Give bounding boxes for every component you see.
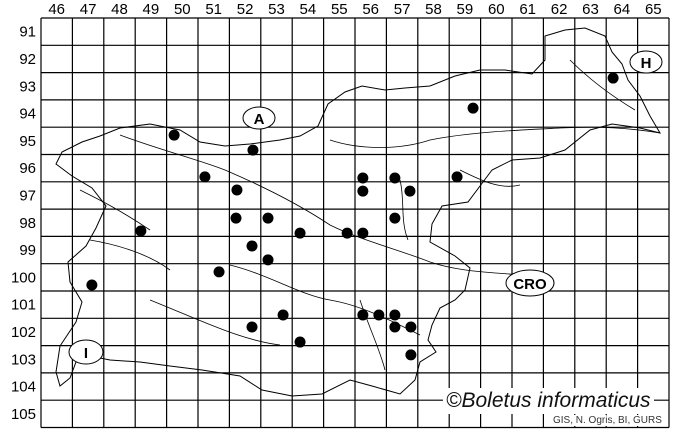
record-dot <box>199 171 211 183</box>
column-label: 59 <box>457 1 474 18</box>
record-dot <box>86 279 98 291</box>
column-label: 51 <box>205 1 222 18</box>
label-austria: A <box>242 106 276 130</box>
record-dot <box>277 309 289 321</box>
record-dot <box>262 212 274 224</box>
label-italy: I <box>68 339 104 365</box>
label-croatia-text: CRO <box>513 276 547 293</box>
column-label: 53 <box>268 1 285 18</box>
column-label: 56 <box>362 1 379 18</box>
record-dot <box>231 184 243 196</box>
record-dot <box>230 212 242 224</box>
record-dot <box>294 227 306 239</box>
label-croatia: CRO <box>505 269 555 297</box>
record-dot <box>389 212 401 224</box>
record-dot <box>405 321 417 333</box>
watermark: ©Boletus informaticus <box>443 388 654 414</box>
record-dot <box>341 227 353 239</box>
record-dot <box>294 336 306 348</box>
record-dot <box>357 185 369 197</box>
column-label: 49 <box>143 1 160 18</box>
column-label: 48 <box>111 1 128 18</box>
record-dot <box>373 309 385 321</box>
record-dot <box>389 172 401 184</box>
row-label: 91 <box>19 24 36 41</box>
column-label: 54 <box>300 1 317 18</box>
row-label: 94 <box>19 106 36 123</box>
row-label: 101 <box>11 297 36 314</box>
column-label: 63 <box>582 1 599 18</box>
row-labels: 91 92 93 94 95 96 97 98 99 100 101 102 103 104 105 <box>11 24 36 423</box>
record-dot <box>357 172 369 184</box>
record-dot <box>357 227 369 239</box>
column-label: 60 <box>488 1 505 18</box>
column-labels: 46 47 48 49 50 51 52 53 54 55 56 57 58 59 60 61 62 63 64 65 <box>48 1 661 18</box>
row-label: 93 <box>19 78 36 95</box>
country-border <box>55 27 662 397</box>
label-italy-text: I <box>84 345 88 362</box>
row-label: 104 <box>11 379 36 396</box>
row-label: 97 <box>19 187 36 204</box>
column-label: 47 <box>80 1 97 18</box>
record-dot <box>168 129 180 141</box>
row-label: 99 <box>19 242 36 259</box>
record-dot <box>389 321 401 333</box>
row-label: 98 <box>19 215 36 232</box>
column-label: 55 <box>331 1 348 18</box>
row-label: 95 <box>19 133 36 150</box>
row-label: 105 <box>11 406 36 423</box>
column-label: 62 <box>551 1 568 18</box>
row-label: 92 <box>19 51 36 68</box>
record-dot <box>213 266 225 278</box>
record-dot <box>467 102 479 114</box>
record-dot <box>247 144 259 156</box>
row-label: 103 <box>11 351 36 368</box>
record-dot <box>246 321 258 333</box>
row-label: 100 <box>11 269 36 286</box>
record-dot <box>389 309 401 321</box>
column-label: 58 <box>425 1 442 18</box>
record-dot <box>451 171 463 183</box>
record-dot <box>246 240 258 252</box>
column-label: 52 <box>237 1 254 18</box>
column-label: 46 <box>48 1 65 18</box>
column-label: 57 <box>394 1 411 18</box>
credit-line: GIS, N. Ogris, BI, GURS <box>551 415 664 426</box>
row-label: 102 <box>11 324 36 341</box>
record-dot <box>405 349 417 361</box>
column-label: 65 <box>645 1 662 18</box>
column-label: 61 <box>519 1 536 18</box>
column-label: 50 <box>174 1 191 18</box>
label-hungary-text: H <box>641 55 652 72</box>
record-dot <box>357 309 369 321</box>
row-label: 96 <box>19 160 36 177</box>
label-austria-text: A <box>254 111 265 128</box>
record-dot <box>404 185 416 197</box>
grid-lines <box>40 17 670 429</box>
record-dot <box>262 254 274 266</box>
column-label: 64 <box>614 1 631 18</box>
record-dots <box>86 72 619 361</box>
rivers <box>79 59 661 371</box>
record-dot <box>135 225 147 237</box>
record-dot <box>607 72 619 84</box>
label-hungary: H <box>629 50 663 74</box>
neighbor-labels: A H CRO I <box>68 50 663 365</box>
